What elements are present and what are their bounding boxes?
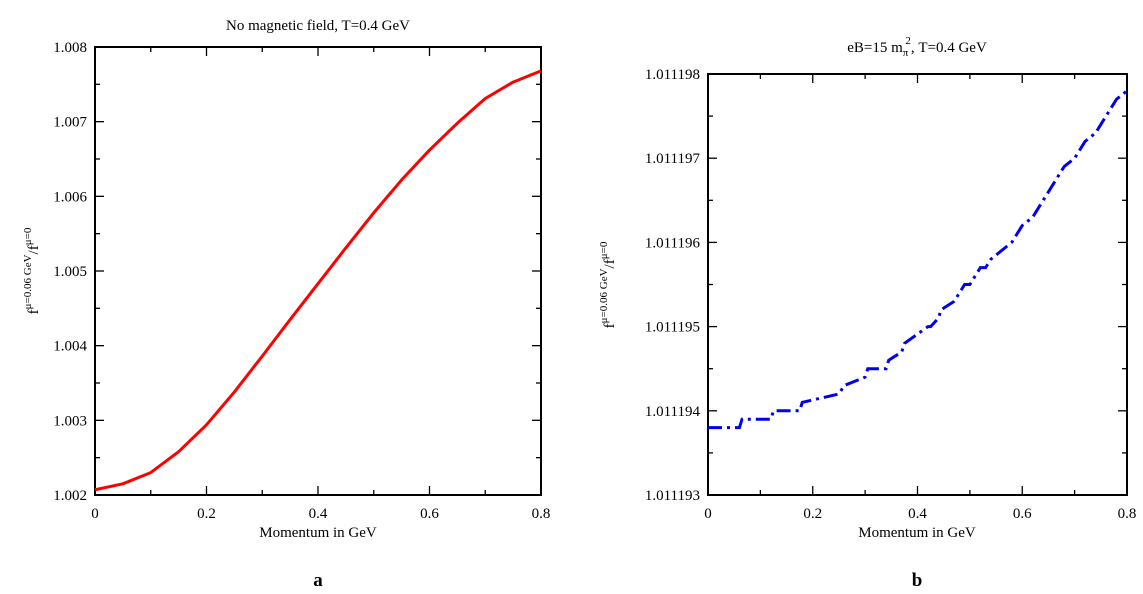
chart-a-y-tick-labels: 1.002 1.003 1.004 1.005 1.006 1.007 1.00… xyxy=(53,40,87,504)
chart-a-y-tick-label: 1.007 xyxy=(53,115,87,131)
chart-a-y-tick-label: 1.008 xyxy=(53,40,87,56)
chart-b-y-tick-label: 1.011196 xyxy=(645,235,701,251)
chart-b-y-tick-labels: 1.011193 1.011194 1.011195 1.011196 1.01… xyxy=(645,67,701,504)
chart-b-y-tick-label: 1.011193 xyxy=(645,488,700,504)
chart-b-ticks xyxy=(707,73,1128,496)
chart-a-series-line xyxy=(94,69,542,492)
chart-a-x-tick-label: 0.2 xyxy=(197,506,216,522)
chart-b-x-axis-label: Momentum in GeV xyxy=(858,525,976,541)
panel-label-a: a xyxy=(313,570,323,591)
chart-b-y-tick-label: 1.011197 xyxy=(645,151,701,167)
chart-a-y-tick-label: 1.003 xyxy=(53,413,87,429)
chart-b-y-axis-label: fμ=0.06 GeV/fμ=0 xyxy=(598,241,618,328)
chart-a-frame xyxy=(94,46,542,496)
chart-a-y-tick-label: 1.002 xyxy=(53,488,87,504)
chart-b-x-tick-labels: 0 0.2 0.4 0.6 0.8 xyxy=(704,506,1136,522)
chart-a: No magnetic field, T=0.4 GeV 0 0.2 0.4 0… xyxy=(22,18,550,591)
chart-a-x-tick-label: 0.4 xyxy=(309,506,328,522)
panel-label-b: b xyxy=(912,570,923,591)
chart-a-y-tick-label: 1.006 xyxy=(53,189,87,205)
chart-a-x-axis-label: Momentum in GeV xyxy=(259,525,377,541)
chart-b-x-tick-label: 0.2 xyxy=(803,506,822,522)
chart-a-x-tick-labels: 0 0.2 0.4 0.6 0.8 xyxy=(91,506,550,522)
chart-b-x-tick-label: 0.4 xyxy=(908,506,927,522)
chart-a-x-tick-label: 0.6 xyxy=(420,506,439,522)
chart-a-ticks xyxy=(94,46,542,496)
chart-a-y-axis-label: fμ=0.06 GeV/fμ=0 xyxy=(22,227,42,314)
chart-b-y-tick-label: 1.011194 xyxy=(645,404,701,420)
svg-text:fμ=0.06 GeV/fμ=0: fμ=0.06 GeV/fμ=0 xyxy=(598,241,618,328)
chart-a-y-tick-label: 1.005 xyxy=(53,264,87,280)
chart-a-x-tick-label: 0.8 xyxy=(532,506,551,522)
svg-text:fμ=0.06 GeV/fμ=0: fμ=0.06 GeV/fμ=0 xyxy=(22,227,42,314)
chart-b-y-tick-label: 1.011195 xyxy=(645,320,700,336)
chart-b-x-tick-label: 0.8 xyxy=(1118,506,1137,522)
chart-b-x-tick-label: 0.6 xyxy=(1013,506,1032,522)
chart-b-series-line xyxy=(708,89,1128,430)
chart-b: eB=15 mπ2, T=0.4 GeV 0 0.2 0.4 0.6 0.8 1… xyxy=(598,35,1136,591)
chart-a-y-tick-label: 1.004 xyxy=(53,339,87,355)
chart-a-title: No magnetic field, T=0.4 GeV xyxy=(226,18,410,34)
chart-a-x-tick-label: 0 xyxy=(91,506,99,522)
chart-b-frame xyxy=(707,73,1128,496)
chart-b-x-tick-label: 0 xyxy=(704,506,712,522)
chart-b-title: eB=15 mπ2, T=0.4 GeV xyxy=(847,35,987,59)
chart-b-y-tick-label: 1.011198 xyxy=(645,67,700,83)
